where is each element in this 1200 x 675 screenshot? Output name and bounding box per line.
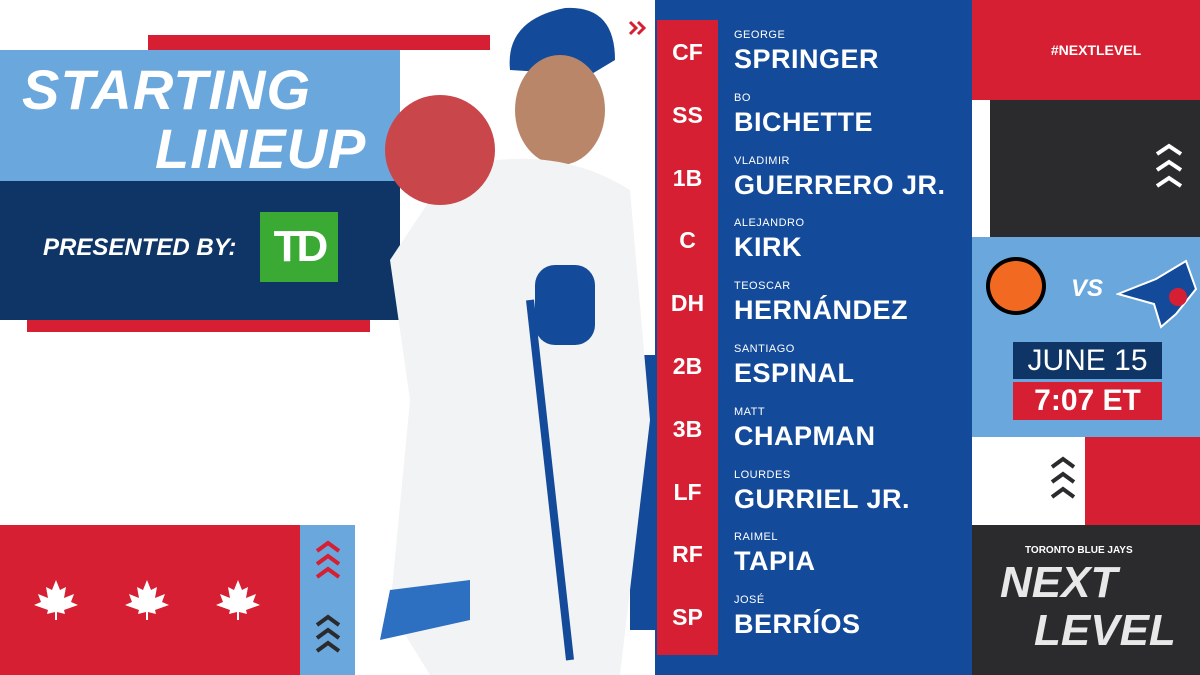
lineup-row: SS BO BICHETTE (657, 87, 972, 149)
chevron-panel (300, 525, 355, 675)
player-first-name: VLADIMIR (734, 154, 790, 167)
maple-leaf-icon (34, 580, 78, 620)
lineup-row: 1B VLADIMIR GUERRERO JR. (657, 150, 972, 212)
title-line1: STARTING (22, 58, 312, 121)
lineup-row: 3B MATT CHAPMAN (657, 401, 972, 463)
player-last-name: GURRIEL JR. (734, 483, 911, 514)
maple-leaf-panel (0, 525, 300, 675)
position-label: LF (673, 478, 702, 505)
player-first-name: ALEJANDRO (734, 217, 805, 230)
team-wordmark: TORONTO BLUE JAYS (1025, 545, 1133, 556)
lineup-row: DH TEOSCAR HERNÁNDEZ (657, 275, 972, 337)
hashtag-text: #NEXTLEVEL (1050, 42, 1142, 58)
lineup-row: CF GEORGE SPRINGER (657, 24, 972, 86)
vs-label: VS (1071, 275, 1104, 302)
next-level-panel: TORONTO BLUE JAYS NEXT LEVEL (972, 525, 1200, 675)
chevron-up-icon (315, 614, 341, 653)
position-label: 3B (672, 415, 703, 442)
position-label: 1B (672, 164, 703, 191)
td-logo: TD (260, 212, 338, 282)
lineup-row: RF RAIMEL TAPIA (657, 526, 972, 588)
position-column (657, 20, 718, 655)
hashtag-panel: #NEXTLEVEL (972, 0, 1200, 100)
chevron-up-icon (1050, 456, 1076, 499)
position-label: C (679, 227, 696, 254)
position-label: RF (672, 541, 703, 568)
position-label: SS (672, 101, 703, 128)
player-first-name: MATT (734, 405, 766, 418)
matchup-panel: VS JUNE 15 7:07 ET (972, 237, 1200, 437)
player-last-name: KIRK (734, 232, 802, 263)
player-first-name: TEOSCAR (734, 280, 791, 293)
player-first-name: SANTIAGO (734, 343, 795, 355)
player-last-name: BERRÍOS (734, 609, 861, 640)
slogan-line2: LEVEL (1034, 606, 1176, 655)
player-first-name: BO (734, 91, 751, 104)
game-date: JUNE 15 (1013, 342, 1162, 379)
player-last-name: SPRINGER (734, 44, 880, 74)
player-first-name: LOURDES (734, 468, 791, 481)
player-first-name: JOSÉ (734, 594, 765, 607)
slogan-line1: NEXT (1000, 558, 1118, 607)
player-last-name: ESPINAL (734, 358, 855, 388)
lineup-row: C ALEJANDRO KIRK (657, 212, 972, 274)
player-photo (380, 7, 650, 675)
chevron-up-icon (315, 540, 341, 579)
title-line2: LINEUP (155, 117, 367, 180)
lineup-row: LF LOURDES GURRIEL JR. (657, 464, 972, 526)
position-label: CF (672, 39, 703, 65)
chevron-panel (972, 437, 1085, 525)
accent-bar (27, 320, 370, 332)
position-label: SP (672, 604, 703, 631)
position-label: 2B (672, 353, 703, 379)
player-last-name: GUERRERO JR. (734, 169, 946, 200)
accent-bar (148, 35, 490, 50)
maple-leaf-icon (125, 580, 169, 620)
title-panel (0, 50, 400, 181)
accent-bar (972, 100, 990, 237)
chevron-panel (990, 100, 1200, 237)
maple-leaf-icon (216, 580, 260, 620)
player-first-name: RAIMEL (734, 531, 778, 544)
lineup-row: SP JOSÉ BERRÍOS (657, 589, 972, 651)
player-last-name: BICHETTE (734, 106, 873, 137)
player-last-name: CHAPMAN (734, 420, 876, 451)
double-chevron-icon (628, 20, 647, 36)
player-last-name: TAPIA (734, 546, 816, 577)
player-first-name: GEORGE (734, 29, 786, 41)
chevron-up-icon (1155, 143, 1183, 188)
player-last-name: HERNÁNDEZ (734, 295, 909, 326)
presented-by-label: PRESENTED BY: (43, 234, 237, 261)
lineup-row: 2B SANTIAGO ESPINAL (657, 338, 972, 400)
position-label: DH (670, 290, 705, 317)
game-time: 7:07 ET (1013, 382, 1162, 420)
accent-block (1085, 437, 1200, 525)
blue-jays-logo (1116, 259, 1198, 329)
orioles-logo (986, 257, 1046, 315)
